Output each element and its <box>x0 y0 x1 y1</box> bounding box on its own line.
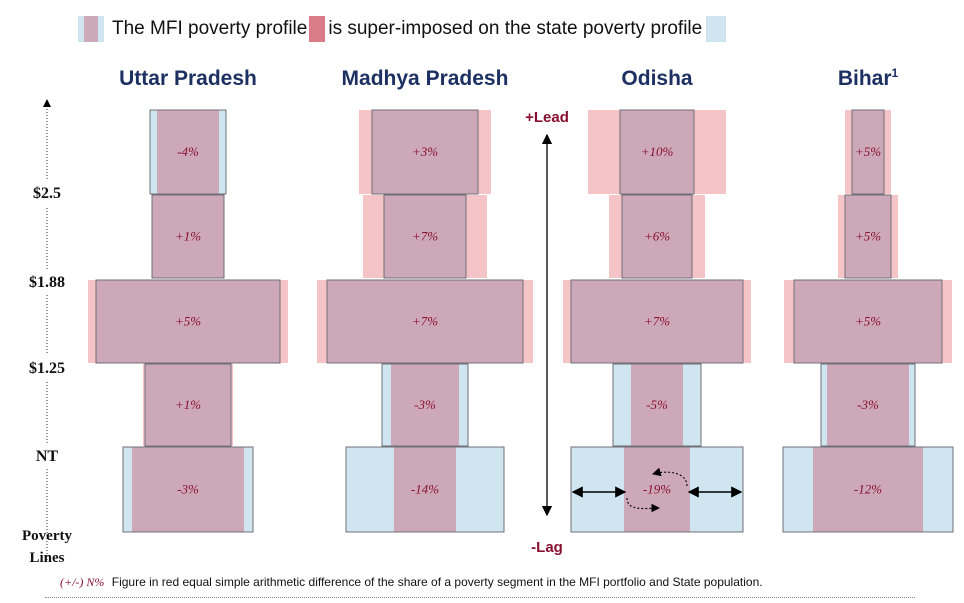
overlap-segment <box>391 364 459 446</box>
state-segment-outline <box>570 446 744 533</box>
state-segment-outline <box>149 109 227 195</box>
state-segment-outline <box>381 363 469 447</box>
overlap-segment <box>624 447 690 532</box>
footnote-divider <box>45 597 915 598</box>
state-title: Bihar1 <box>838 66 899 90</box>
state-segment-outline <box>820 363 916 447</box>
lead-label: +Lead <box>525 109 569 126</box>
difference-label: +5% <box>855 229 881 244</box>
legend-overlap-swatch <box>78 16 104 42</box>
state-segment-outline <box>345 446 505 533</box>
overlap-segment <box>845 195 891 278</box>
poverty-line-axis: $2.5 $1.88 $1.25 NT Poverty Lines <box>5 99 89 566</box>
difference-label: -5% <box>646 397 668 412</box>
overlap-segment <box>157 110 219 194</box>
state-segment-outline <box>793 279 943 364</box>
poverty-line-badge <box>5 355 89 381</box>
state-title-superscript: 1 <box>892 66 899 80</box>
footnote: (+/-) N% Figure in red equal simple arit… <box>60 575 763 590</box>
overlap-segment <box>631 364 683 446</box>
legend: The MFI poverty profile is super-imposed… <box>78 14 727 44</box>
poverty-lines-caption-2: Lines <box>29 550 64 566</box>
state-profile: Uttar Pradesh -4% +1% +5% +1% -3% <box>88 67 288 533</box>
difference-label: +5% <box>855 144 881 159</box>
state-segment-outline <box>621 194 693 279</box>
difference-label: +1% <box>175 397 201 412</box>
state-title: Odisha <box>621 67 693 90</box>
state-segment-outline <box>122 446 254 533</box>
state-segment-outline <box>371 109 479 195</box>
lead-lag-axis: +Lead -Lag <box>525 109 569 556</box>
poverty-line-badge <box>5 443 89 469</box>
footnote-marker: (+/-) N% <box>60 575 105 589</box>
overlap-segment <box>96 280 280 363</box>
difference-label: +5% <box>855 314 881 329</box>
state-segment-outline <box>151 194 225 279</box>
overlap-segment <box>145 364 231 446</box>
difference-label: -3% <box>857 397 879 412</box>
footnote-text: Figure in red equal simple arithmetic di… <box>111 575 763 589</box>
difference-label: +10% <box>641 144 674 159</box>
state-segment-outline <box>383 194 467 279</box>
poverty-line-badge <box>5 269 89 295</box>
state-segment-outline <box>782 446 954 533</box>
lag-label: -Lag <box>531 539 563 556</box>
state-segment-outline <box>326 279 524 364</box>
state-profile: Madhya Pradesh +3% +7% +7% -3% -14% <box>317 67 533 533</box>
overlap-segment <box>620 110 694 194</box>
state-segment-outline <box>144 363 232 447</box>
difference-label: +7% <box>412 314 438 329</box>
difference-label: -12% <box>854 482 882 497</box>
poverty-line-label: $1.88 <box>29 274 65 291</box>
difference-label: -3% <box>414 397 436 412</box>
poverty-line-label: $1.25 <box>29 360 65 377</box>
difference-label: -14% <box>411 482 439 497</box>
legend-text-mfi: The MFI poverty profile <box>112 18 308 39</box>
overlap-segment <box>813 447 923 532</box>
poverty-lines-caption-1: Poverty <box>22 528 72 544</box>
difference-label: -3% <box>177 482 199 497</box>
state-profile: Bihar1 +5% +5% +5% -3% -12% <box>782 66 954 533</box>
legend-state-swatch <box>706 16 727 42</box>
overlap-segment <box>794 280 942 363</box>
state-segment-outline <box>851 109 885 195</box>
state-segment-outline <box>570 279 744 364</box>
difference-label: +7% <box>412 229 438 244</box>
difference-label: -4% <box>177 144 199 159</box>
difference-label: +1% <box>175 229 201 244</box>
poverty-line-badge <box>5 180 89 206</box>
overlap-segment <box>852 110 884 194</box>
difference-label: -19% <box>643 482 671 497</box>
overlap-segment <box>132 447 244 532</box>
overlap-segment <box>152 195 224 278</box>
curved-arrow-upper <box>651 467 688 487</box>
overlap-segment <box>384 195 466 278</box>
legend-text-state: is super-imposed on the state poverty pr… <box>328 18 703 39</box>
overlap-segment <box>622 195 692 278</box>
difference-label: +3% <box>412 144 438 159</box>
poverty-line-label: NT <box>36 448 59 465</box>
state-segment-outline <box>619 109 695 195</box>
overlap-segment <box>394 447 456 532</box>
overlap-segment <box>372 110 478 194</box>
difference-label: +6% <box>644 229 670 244</box>
state-segment-outline <box>844 194 892 279</box>
overlap-segment <box>827 364 909 446</box>
legend-mfi-swatch <box>309 16 326 42</box>
curved-arrow-lower <box>626 497 661 513</box>
poverty-line-label: $2.5 <box>33 185 61 202</box>
state-profile: Odisha +10% +6% +7% -5% -19% <box>563 67 751 533</box>
state-segment-outline <box>95 279 281 364</box>
difference-label: +7% <box>644 314 670 329</box>
overlap-segment <box>571 280 743 363</box>
state-segment-outline <box>612 363 702 447</box>
state-title: Madhya Pradesh <box>342 67 509 90</box>
state-title: Uttar Pradesh <box>119 67 257 90</box>
overlap-segment <box>327 280 523 363</box>
state-profiles: Uttar Pradesh-4%+1%+5%+1%-3%Madhya Prade… <box>88 66 954 533</box>
odisha-shift-arrows <box>571 467 743 513</box>
difference-label: +5% <box>175 314 201 329</box>
